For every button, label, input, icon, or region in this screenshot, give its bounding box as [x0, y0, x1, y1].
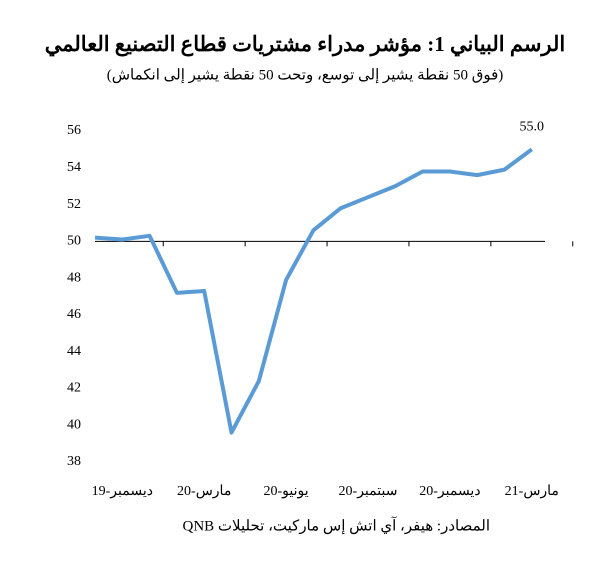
x-tick-label: ديسمبر-19	[92, 484, 153, 499]
y-tick-label: 50	[67, 234, 81, 249]
y-tick-label: 48	[67, 270, 81, 285]
y-tick-label: 46	[67, 307, 81, 322]
data-line	[94, 147, 533, 435]
x-tick-label: مارس-20	[177, 484, 231, 499]
source-note: المصادر: هيفر، آي اتش إس ماركيت، تحليلات…	[182, 516, 490, 534]
y-tick-label: 44	[67, 344, 81, 359]
data-label: 55.0	[520, 120, 545, 135]
y-tick-label: 52	[67, 197, 81, 212]
x-tick-label: ديسمبر-20	[419, 484, 480, 499]
x-tick-label: مارس-21	[505, 484, 559, 499]
x-tick-label: يونيو-20	[264, 484, 309, 499]
x-tick-label: سبتمبر-20	[339, 484, 398, 499]
y-tick-label: 56	[67, 123, 81, 138]
chart-subtitle: (فوق 50 نقطة يشير إلى توسع، وتحت 50 نقطة…	[107, 67, 504, 83]
y-tick-label: 54	[67, 160, 81, 175]
y-tick-label: 42	[67, 381, 81, 396]
y-tick-label: 40	[67, 417, 81, 432]
y-tick-label: 38	[67, 454, 81, 469]
chart-title: الرسم البياني 1: مؤشر مدراء مشتريات قطاع…	[45, 32, 566, 57]
